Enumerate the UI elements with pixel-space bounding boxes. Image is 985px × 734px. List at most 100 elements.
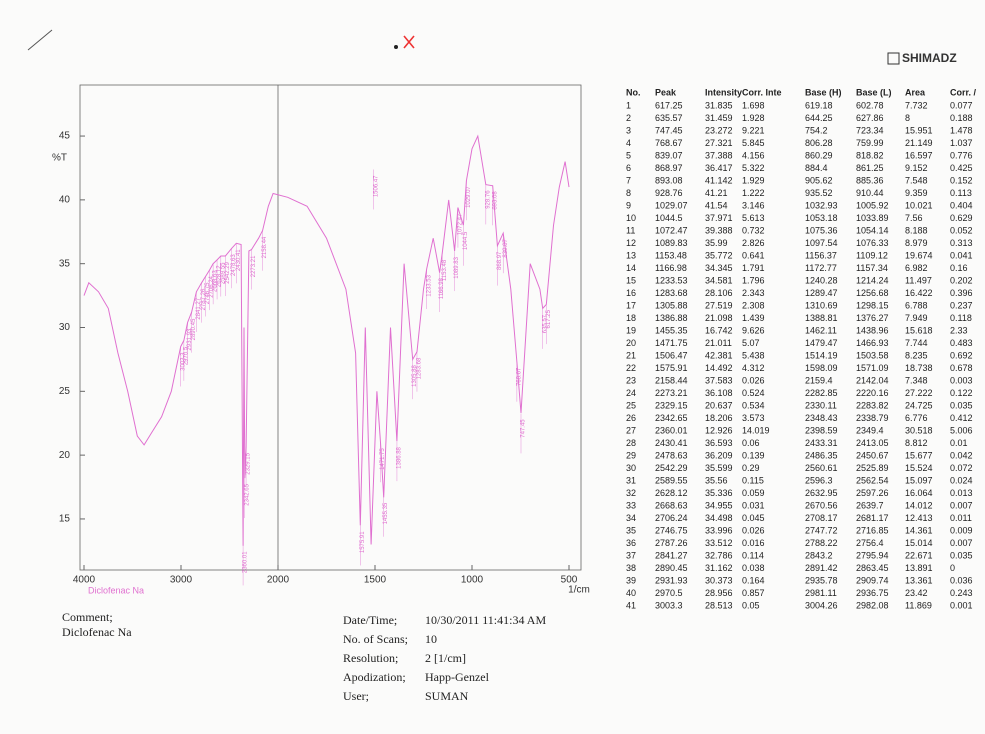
table-cell: 0.237 (950, 300, 973, 310)
table-cell: 0.243 (950, 588, 973, 598)
table-cell: 0.396 (950, 288, 973, 298)
table-cell: 37.388 (705, 150, 733, 160)
table-cell: 0.016 (742, 538, 765, 548)
table-cell: 2349.4 (856, 425, 884, 435)
x-tick-label: 2000 (267, 575, 290, 586)
table-cell: 16.742 (705, 325, 733, 335)
table-cell: 7.744 (905, 338, 928, 348)
table-cell: 1.791 (742, 263, 765, 273)
table-cell: 627.86 (856, 113, 884, 123)
table-cell: 34.955 (705, 500, 733, 510)
table-cell: 2562.54 (856, 475, 889, 485)
table-cell: 41 (626, 600, 636, 610)
table-cell: 2.33 (950, 325, 968, 335)
table-cell: 1233.53 (655, 275, 688, 285)
info-label: User; (343, 689, 369, 703)
table-cell: 18.206 (705, 413, 733, 423)
table-cell: 0.035 (950, 400, 973, 410)
table-cell: 17 (626, 300, 636, 310)
y-tick-label: 20 (59, 450, 71, 461)
table-cell: 1506.47 (655, 350, 688, 360)
peak-label: 2841.27 (196, 297, 202, 319)
table-cell: 15.014 (905, 538, 933, 548)
table-cell: 11 (626, 225, 635, 235)
table-cell: 28.106 (705, 288, 733, 298)
table-cell: 0.16 (950, 263, 968, 273)
table-cell: 27.321 (705, 138, 733, 148)
table-cell: 2220.16 (856, 388, 889, 398)
page: SHIMADZ 15202530354045%T4000300020001500… (0, 0, 985, 729)
table-cell: 1.928 (742, 113, 765, 123)
y-tick-label: 45 (59, 131, 71, 142)
table-cell: 1283.68 (655, 288, 688, 298)
table-cell: 2398.59 (805, 425, 838, 435)
table-cell: 2639.7 (856, 500, 884, 510)
table-cell: 36.417 (705, 163, 733, 173)
table-cell: 2981.11 (805, 588, 837, 598)
table-cell: 2708.17 (805, 513, 838, 523)
table-cell: 1298.15 (856, 300, 889, 310)
table-cell: 26 (626, 413, 636, 423)
table-cell: 2935.78 (805, 575, 838, 585)
table-cell: 2330.11 (805, 400, 837, 410)
table-cell: 2795.94 (856, 550, 889, 560)
peak-label: 1072.47 (458, 213, 464, 235)
brand: SHIMADZ (902, 51, 957, 65)
table-cell: 39.388 (705, 225, 733, 235)
table-cell: 910.44 (856, 188, 884, 198)
info-label: Resolution; (343, 651, 398, 665)
table-cell: 1471.75 (655, 338, 688, 348)
table-cell: 2283.82 (856, 400, 889, 410)
peak-label: 1044.5 (463, 231, 469, 250)
table-cell: 1053.18 (805, 213, 838, 223)
table-cell: 1.439 (742, 313, 765, 323)
table-cell: 0.045 (742, 513, 765, 523)
table-cell: 22 (626, 363, 636, 373)
table-cell: 21.011 (705, 338, 732, 348)
table-cell: 16.422 (905, 288, 933, 298)
peak-label: 893.08 (492, 191, 498, 210)
table-cell: 2282.85 (805, 388, 838, 398)
table-cell: 1097.54 (805, 238, 838, 248)
table-cell: 5.438 (742, 350, 765, 360)
table-cell: 0.01 (950, 438, 968, 448)
table-cell: 24.725 (905, 400, 933, 410)
table-cell: 1032.93 (805, 200, 838, 210)
table-cell: 13.891 (905, 563, 933, 573)
table-cell: 7.348 (905, 375, 928, 385)
table-cell: 12.413 (905, 513, 933, 523)
table-cell: 0.011 (950, 513, 972, 523)
info-value: 10/30/2011 11:41:34 AM (425, 613, 546, 627)
table-cell: 0.188 (950, 113, 973, 123)
table-cell: 0.122 (950, 388, 973, 398)
table-cell: 602.78 (856, 100, 884, 110)
table-cell: 0.001 (950, 600, 973, 610)
table-cell: 0.115 (742, 475, 764, 485)
table-cell: 2413.05 (856, 438, 889, 448)
table-cell: 2.826 (742, 238, 765, 248)
table-cell: 2747.72 (805, 525, 838, 535)
table-cell: 4.312 (742, 363, 765, 373)
table-cell: 2788.22 (805, 538, 838, 548)
table-cell: 2430.41 (655, 438, 688, 448)
peak-label: 1029.07 (466, 186, 472, 208)
table-cell: 0.483 (950, 338, 973, 348)
table-cell: 2.343 (742, 288, 765, 298)
table-cell: 20.637 (705, 400, 733, 410)
x-tick-label: 1000 (461, 575, 484, 586)
peak-label: 747.45 (521, 419, 527, 438)
table-cell: 7.949 (905, 313, 928, 323)
table-cell: 1.478 (950, 125, 973, 135)
table-cell: 34.581 (705, 275, 733, 285)
table-cell: 928.76 (655, 188, 683, 198)
table-cell: 1386.88 (655, 313, 688, 323)
table-cell: 13.361 (905, 575, 933, 585)
x-axis-label: 1/cm (568, 585, 590, 596)
x-tick-label: 3000 (170, 575, 193, 586)
table-cell: 0.009 (950, 525, 973, 535)
table-cell: 6 (626, 163, 631, 173)
table-cell: 4.156 (742, 150, 765, 160)
table-cell: 860.29 (805, 150, 833, 160)
table-cell: 1.929 (742, 175, 765, 185)
table-cell: 24 (626, 388, 636, 398)
